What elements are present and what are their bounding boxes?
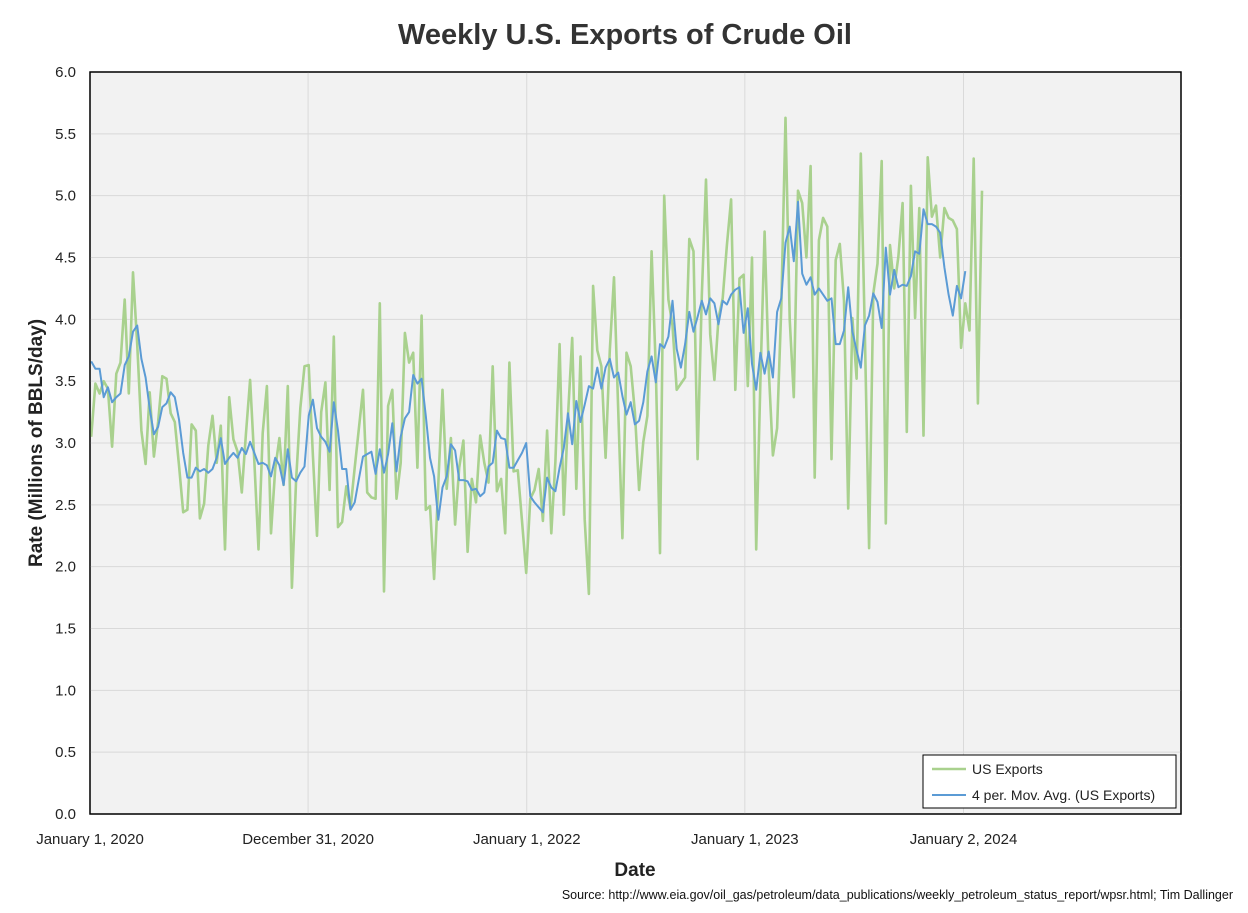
y-axis-ticks: 0.0 0.5 1.0 1.5 2.0 2.5 3.0 3.5 4.0 4.5 5.0 5.5 6.0	[55, 64, 76, 823]
x-axis-label: Date	[614, 860, 655, 881]
plot-frame	[89, 71, 1182, 815]
y-tick-label: 0.5	[55, 744, 76, 761]
y-tick-label: 1.5	[55, 621, 76, 638]
x-tick-label: December 31, 2020	[242, 831, 374, 848]
chart-title: Weekly U.S. Exports of Crude Oil	[398, 19, 852, 51]
y-tick-label: 4.0	[55, 311, 76, 328]
y-tick-label: 1.0	[55, 682, 76, 699]
y-tick-label: 2.5	[55, 497, 76, 514]
series-line-us-exports	[89, 116, 984, 596]
y-tick-label: 3.5	[55, 373, 76, 390]
x-axis-ticks: January 1, 2020 December 31, 2020 January …	[36, 831, 1017, 848]
y-tick-label: 3.0	[55, 435, 76, 452]
series-lines	[89, 116, 984, 596]
y-tick-label: 4.5	[55, 250, 76, 267]
y-tick-label: 5.0	[55, 188, 76, 205]
y-tick-label: 0.0	[55, 806, 76, 823]
x-tick-label: January 1, 2022	[473, 831, 581, 848]
legend-label-moving-average: 4 per. Mov. Avg. (US Exports)	[972, 787, 1155, 803]
series-line-moving-average	[90, 200, 967, 521]
x-tick-label: January 1, 2023	[691, 831, 799, 848]
y-tick-label: 5.5	[55, 126, 76, 143]
legend-label-us-exports: US Exports	[972, 761, 1043, 777]
source-note: Source: http://www.eia.gov/oil_gas/petro…	[562, 888, 1233, 902]
legend: US Exports 4 per. Mov. Avg. (US Exports)	[922, 754, 1177, 809]
legend-box	[922, 754, 1177, 809]
x-tick-label: January 1, 2020	[36, 831, 144, 848]
y-tick-label: 6.0	[55, 64, 76, 81]
y-tick-label: 2.0	[55, 559, 76, 576]
y-axis-label: Rate (Millions of BBLS/day)	[26, 319, 47, 567]
x-tick-label: January 2, 2024	[910, 831, 1018, 848]
